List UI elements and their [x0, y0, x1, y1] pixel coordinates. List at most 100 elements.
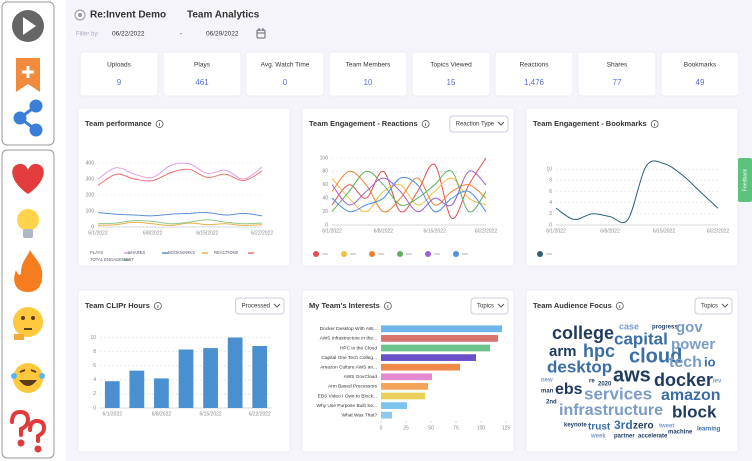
- stat-label: Shares: [607, 62, 628, 69]
- y-tick-label: 4: [549, 200, 552, 206]
- stat-label: Team Members: [346, 62, 392, 69]
- dropdown[interactable]: Reaction Type: [449, 115, 509, 133]
- bar: [381, 344, 490, 352]
- cloud-word: arm: [549, 343, 577, 360]
- y-tick-label: 200: [86, 192, 95, 198]
- info-icon: [153, 302, 162, 310]
- bar: [381, 392, 425, 400]
- legend-icon: [341, 251, 347, 257]
- stat-card: [79, 51, 159, 97]
- cloud-word: week: [590, 434, 606, 440]
- bar: [381, 383, 428, 390]
- cloud-word: infrastructure: [559, 402, 663, 419]
- cloud-word: new: [541, 378, 553, 384]
- bar: [104, 381, 120, 408]
- dropdown-box: [470, 297, 509, 315]
- cloud-word: 2nd: [546, 400, 557, 406]
- stat-value: 77: [613, 78, 622, 87]
- thinking-reaction[interactable]: [13, 307, 43, 340]
- dropdown[interactable]: Processed: [235, 297, 285, 315]
- dropdown[interactable]: Topics: [470, 297, 509, 315]
- sidebar-reactions: [1, 149, 55, 459]
- x-tick-label: 6/8/2022: [143, 230, 163, 236]
- x-tick-label: 6/8/2022: [600, 228, 620, 234]
- panel: [77, 107, 291, 267]
- stat-value: 9: [117, 78, 122, 87]
- bulb-reaction[interactable]: [17, 209, 39, 238]
- info-circle: [153, 302, 162, 310]
- cloud-word: hpc: [583, 341, 615, 361]
- feedback-label[interactable]: Feedback: [742, 169, 748, 191]
- fire-reaction[interactable]: [14, 250, 43, 292]
- cloud-word: accelerate: [638, 434, 668, 440]
- x-tick-label: 50: [428, 425, 434, 431]
- calendar-button[interactable]: [256, 28, 266, 39]
- y-tick-label: 8: [93, 349, 96, 355]
- legend-label: BOOKMARKS: [168, 250, 195, 255]
- bar: [252, 345, 268, 408]
- end-date[interactable]: 06/29/2022: [206, 31, 239, 38]
- cloud-word: cloud: [629, 345, 682, 367]
- legend-label: SHARES: [128, 250, 145, 255]
- heart-reaction[interactable]: [12, 163, 44, 194]
- laughing-reaction[interactable]: [9, 359, 47, 397]
- bar: [381, 354, 476, 361]
- y-tick-label: 10: [546, 166, 552, 172]
- y-tick-label: Amazon Culture AWS an...: [320, 364, 377, 370]
- y-tick-label: 0: [91, 224, 94, 230]
- dropdown[interactable]: Topics: [694, 297, 733, 315]
- cloud-word: block: [672, 402, 717, 421]
- dropdown-chevron: [273, 303, 281, 308]
- cloud-word: re: [589, 379, 595, 385]
- bar: [381, 325, 502, 333]
- legend-icon: [397, 251, 403, 257]
- y-tick-label: AWS Infrastructure in the...: [320, 336, 377, 342]
- bar: [381, 363, 460, 371]
- add-bookmark-button[interactable]: [16, 58, 40, 92]
- dropdown-label: Topics: [477, 304, 494, 310]
- share-button[interactable]: [13, 99, 43, 137]
- cloud-word: tech: [669, 354, 702, 371]
- line-series: [97, 162, 263, 180]
- x-tick-label: 6/15/2022: [196, 230, 218, 236]
- org-logo: [74, 9, 86, 21]
- dropdown-label: Reaction Type: [456, 122, 495, 128]
- legend-icon: [369, 251, 375, 257]
- bar: [381, 411, 392, 419]
- y-tick-label: 80: [322, 169, 328, 175]
- x-tick-label: 6/22/2022: [707, 228, 729, 234]
- y-tick-label: 40: [322, 196, 328, 202]
- stat-value: 15: [447, 78, 456, 87]
- org-name: Re:Invent Demo: [90, 10, 166, 21]
- y-tick-label: 10: [90, 335, 96, 341]
- y-tick-label: 2: [549, 211, 552, 217]
- date-separator: -: [180, 31, 182, 38]
- x-tick-label: 6/15/2022: [199, 411, 221, 417]
- y-tick-label: 60: [322, 182, 328, 188]
- line-series: [331, 157, 487, 219]
- cloud-word: desktop: [547, 357, 612, 376]
- panel-title: Team performance: [85, 119, 152, 128]
- dropdown-chevron: [721, 303, 729, 308]
- x-tick-label: 125: [502, 425, 511, 431]
- cloud-word: power: [671, 336, 715, 353]
- cloud-word: partner: [614, 434, 635, 440]
- feedback-tab[interactable]: [738, 158, 752, 202]
- y-tick-label: Arm Based Processors: [328, 384, 378, 390]
- start-date[interactable]: 06/22/2022: [112, 31, 145, 38]
- cloud-word: amazon: [661, 387, 721, 404]
- cloud-word: aws: [613, 364, 651, 386]
- stat-label: Uploads: [107, 62, 132, 69]
- dropdown-chevron: [497, 121, 505, 126]
- question-reaction[interactable]: [10, 409, 47, 453]
- info-icon: [155, 120, 164, 128]
- stat-card: [577, 51, 657, 97]
- panel: [525, 289, 739, 453]
- stat-label: Bookmarks: [684, 62, 717, 69]
- cloud-word: io: [704, 354, 716, 369]
- x-tick-label: 6/8/2022: [152, 411, 172, 417]
- stat-card: [245, 51, 325, 97]
- play-button[interactable]: [12, 10, 44, 42]
- legend-icon: [313, 251, 319, 257]
